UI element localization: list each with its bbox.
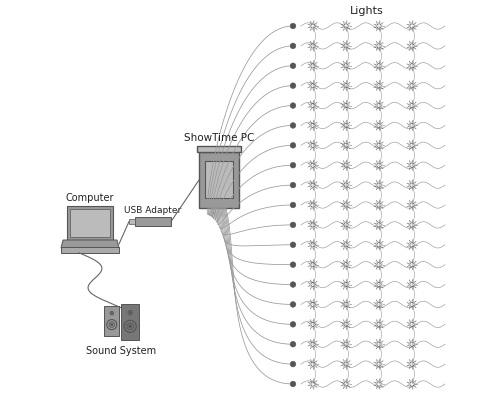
FancyBboxPatch shape — [129, 219, 135, 224]
Circle shape — [290, 83, 296, 88]
FancyBboxPatch shape — [104, 306, 120, 336]
Circle shape — [290, 123, 296, 128]
FancyBboxPatch shape — [199, 152, 239, 208]
Circle shape — [290, 381, 296, 387]
Circle shape — [129, 312, 131, 314]
Circle shape — [290, 361, 296, 367]
Circle shape — [290, 302, 296, 307]
Circle shape — [290, 43, 296, 49]
Circle shape — [290, 322, 296, 327]
Circle shape — [290, 282, 296, 287]
Circle shape — [290, 222, 296, 228]
FancyBboxPatch shape — [67, 206, 113, 240]
Circle shape — [290, 342, 296, 347]
Text: Lights: Lights — [350, 6, 384, 16]
FancyBboxPatch shape — [70, 209, 110, 237]
Circle shape — [129, 325, 132, 328]
Circle shape — [290, 63, 296, 68]
Circle shape — [290, 242, 296, 248]
Polygon shape — [61, 240, 119, 248]
Text: USB Adapter: USB Adapter — [124, 206, 182, 215]
Circle shape — [290, 23, 296, 29]
Text: Computer: Computer — [66, 193, 114, 203]
Circle shape — [290, 142, 296, 148]
Circle shape — [290, 262, 296, 268]
FancyBboxPatch shape — [197, 146, 242, 152]
Circle shape — [290, 162, 296, 168]
FancyBboxPatch shape — [121, 304, 139, 340]
Circle shape — [111, 312, 113, 314]
Circle shape — [290, 182, 296, 188]
FancyBboxPatch shape — [135, 217, 171, 226]
FancyBboxPatch shape — [205, 161, 233, 198]
Circle shape — [290, 103, 296, 108]
Circle shape — [111, 323, 113, 326]
Circle shape — [290, 202, 296, 208]
Text: ShowTime PC: ShowTime PC — [184, 133, 254, 143]
Text: Sound System: Sound System — [86, 346, 156, 356]
FancyBboxPatch shape — [61, 247, 119, 253]
